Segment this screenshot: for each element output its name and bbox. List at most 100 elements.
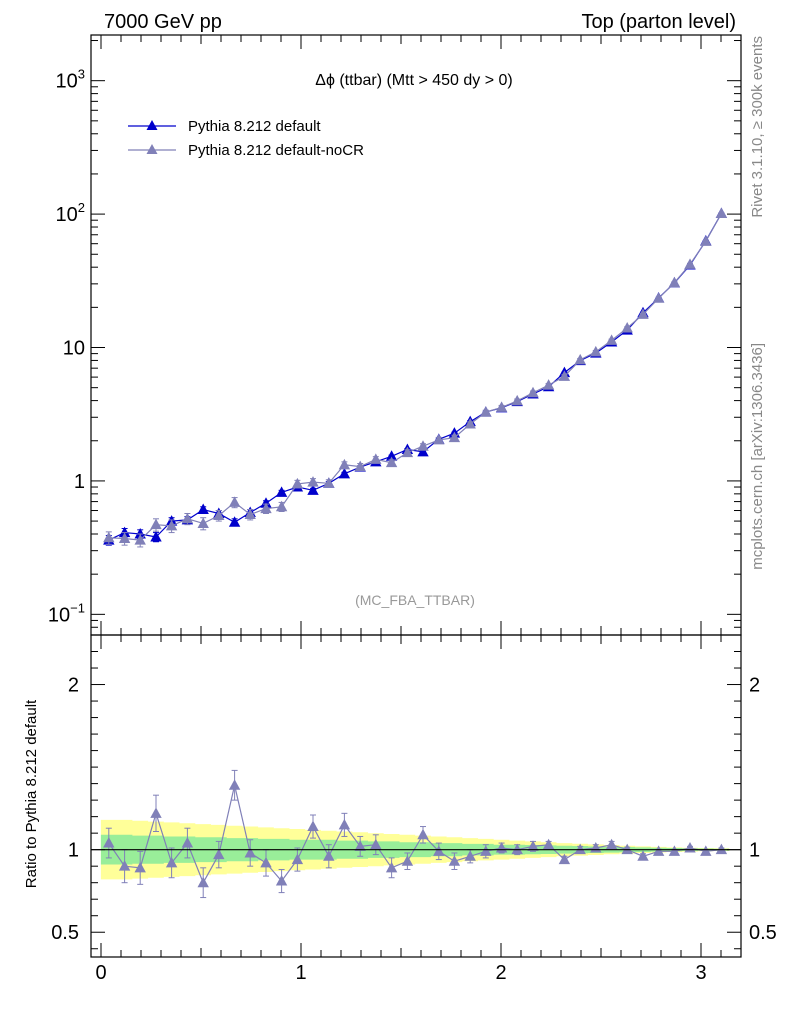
- data-point: [385, 450, 398, 461]
- ratio-point: [637, 850, 649, 861]
- data-point: [668, 276, 681, 288]
- data-point: [338, 467, 351, 479]
- ratio-y-tick-label-right: 2: [749, 675, 760, 697]
- ratio-point: [354, 840, 366, 851]
- ratio-frame: [90, 634, 742, 958]
- data-point: [197, 517, 209, 528]
- y-tick-label: 102: [56, 200, 85, 226]
- data-point: [150, 530, 162, 542]
- legend-marker-nocr: [146, 144, 158, 154]
- x-tick-label: 0: [95, 962, 106, 984]
- data-point: [370, 453, 382, 464]
- x-tick-label: 1: [295, 962, 306, 984]
- ratio-point: [511, 843, 523, 855]
- ratio-point: [338, 818, 351, 830]
- data-point: [181, 512, 194, 524]
- data-point: [464, 418, 476, 429]
- mcplots-label: mcplots.cern.ch [arXiv:1306.3436]: [749, 343, 766, 570]
- data-point: [260, 497, 272, 508]
- ratio-line: [108, 785, 722, 885]
- ratio-series-nocr: [103, 769, 728, 899]
- header-right: Top (parton level): [581, 11, 736, 33]
- y-tick-label: 10: [63, 338, 85, 360]
- ratio-point: [527, 840, 539, 851]
- data-point: [103, 531, 115, 543]
- ratio-point: [118, 860, 131, 871]
- ratio-y-tick-label: 1: [68, 840, 79, 862]
- ratio-point: [385, 861, 398, 873]
- data-point: [417, 445, 429, 457]
- data-point: [715, 207, 728, 219]
- ratio-point: [181, 837, 194, 848]
- ratio-point: [433, 845, 445, 856]
- ratio-point: [291, 853, 304, 865]
- data-point: [118, 532, 131, 544]
- ratio-point: [464, 850, 476, 861]
- data-point: [684, 258, 696, 269]
- ratio-y-tick-label: 0.5: [51, 922, 79, 944]
- ratio-point: [103, 837, 115, 848]
- main-title: Δϕ (ttbar) (Mtt > 450 dy > 0): [315, 72, 513, 89]
- data-point: [480, 406, 492, 417]
- ratio-point: [197, 876, 209, 888]
- ratio-point: [621, 843, 633, 855]
- main-panel-series: [103, 207, 728, 548]
- y-tick-label: 103: [56, 67, 85, 93]
- series-line: [108, 213, 722, 541]
- ratio-point: [605, 838, 618, 850]
- ratio-point: [150, 807, 162, 818]
- ratio-point: [542, 838, 555, 850]
- x-tick-label: 2: [495, 962, 506, 984]
- data-point: [134, 528, 146, 539]
- y-tick-label: 10−1: [48, 600, 85, 626]
- data-point: [134, 534, 146, 545]
- ratio-point: [134, 861, 146, 873]
- series-default: [103, 207, 728, 546]
- ratio-point: [417, 828, 429, 840]
- ratio-point: [700, 845, 712, 856]
- ratio-point: [213, 848, 225, 860]
- data-point: [605, 334, 618, 345]
- data-point: [354, 460, 366, 472]
- ratio-point: [228, 779, 241, 790]
- data-point: [621, 322, 633, 333]
- data-point: [323, 477, 335, 488]
- ratio-point: [165, 856, 178, 868]
- data-point: [385, 456, 398, 468]
- data-point: [574, 353, 586, 365]
- data-point: [118, 526, 131, 538]
- ratio-point: [668, 845, 681, 856]
- ratio-point: [558, 853, 571, 865]
- data-point: [307, 484, 319, 495]
- header-left: 7000 GeV pp: [104, 11, 222, 33]
- data-point: [275, 486, 288, 497]
- ratio-panel-axes: 0.5 0.5 1 1 2 2 0 1 2 3: [51, 634, 777, 984]
- ratio-point: [480, 845, 492, 856]
- ratio-y-tick-label-right: 0.5: [749, 922, 777, 944]
- data-point: [150, 518, 162, 530]
- ratio-y-label: Ratio to Pythia 8.212 default: [23, 699, 40, 888]
- data-point: [197, 503, 209, 515]
- ratio-point: [684, 842, 696, 853]
- data-point: [542, 379, 555, 390]
- data-point: [495, 401, 508, 412]
- data-point: [700, 235, 712, 246]
- series-nocr: [103, 207, 728, 548]
- watermark: (MC_FBA_TTBAR): [355, 592, 475, 608]
- data-point: [590, 345, 602, 357]
- data-point: [213, 509, 225, 521]
- data-point: [338, 458, 351, 470]
- ratio-point: [260, 856, 272, 868]
- data-point: [260, 502, 272, 514]
- ratio-point: [307, 820, 319, 832]
- ratio-point: [574, 843, 586, 855]
- ratio-y-tick-label-right: 1: [749, 840, 760, 862]
- data-point: [527, 386, 539, 398]
- ratio-panel-series: [103, 769, 728, 899]
- data-point: [307, 476, 319, 487]
- ratio-point: [448, 855, 461, 866]
- legend-label-nocr: Pythia 8.212 default-noCR: [188, 142, 364, 159]
- data-point: [165, 519, 178, 531]
- data-point: [558, 370, 571, 381]
